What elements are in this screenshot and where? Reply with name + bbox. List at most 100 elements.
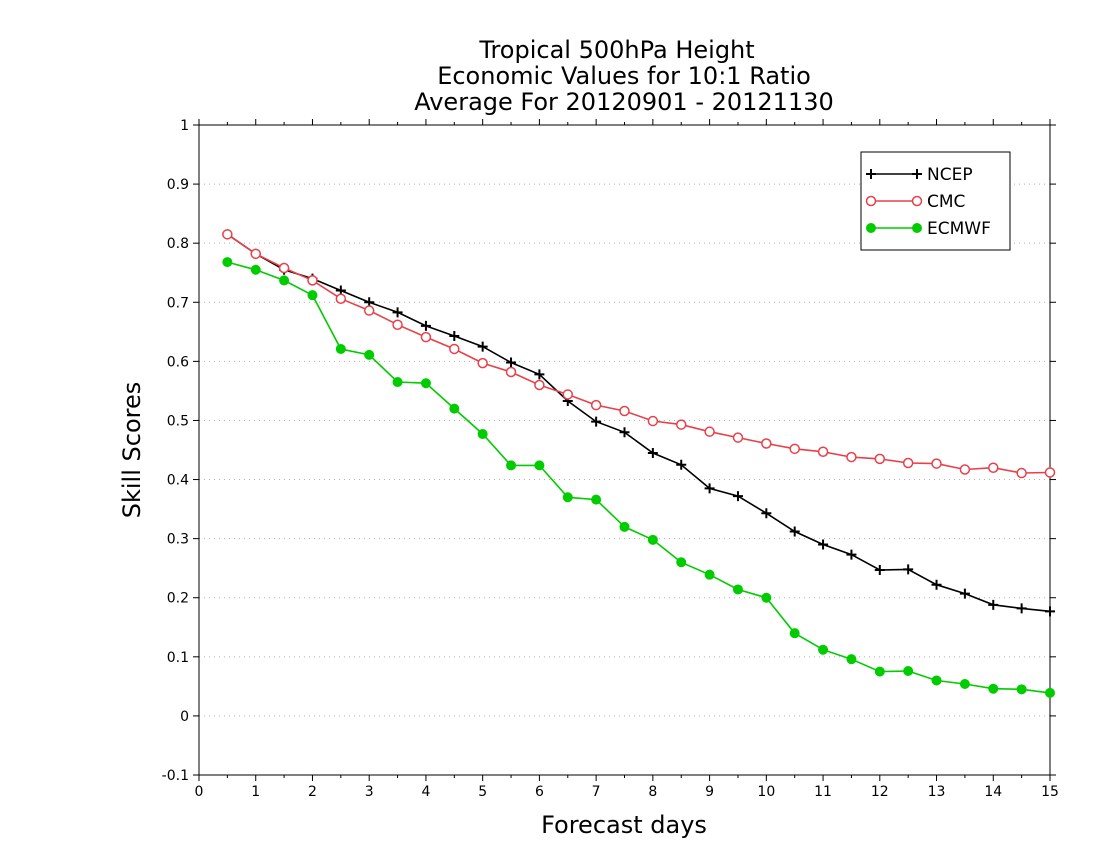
data-point bbox=[931, 458, 942, 469]
data-point bbox=[732, 584, 743, 595]
data-point bbox=[449, 403, 460, 414]
data-point bbox=[449, 343, 460, 355]
y-tick-label: 1 bbox=[180, 118, 189, 134]
chart-title-line-1: Tropical 500hPa Height bbox=[478, 36, 754, 64]
y-tick-label: 0.5 bbox=[167, 413, 189, 429]
data-point bbox=[562, 492, 573, 503]
data-point bbox=[591, 416, 602, 427]
data-point bbox=[591, 494, 602, 505]
data-point bbox=[506, 357, 517, 368]
series-ncep bbox=[222, 229, 1055, 617]
y-tick-label: -0.1 bbox=[162, 768, 189, 784]
data-point bbox=[392, 307, 403, 318]
data-point bbox=[789, 443, 800, 455]
chart-title: Tropical 500hPa Height Economic Values f… bbox=[414, 36, 834, 116]
data-point bbox=[392, 319, 403, 330]
y-tick-label: 0.9 bbox=[167, 177, 189, 193]
data-point bbox=[506, 460, 517, 471]
x-tick-label: 4 bbox=[421, 784, 430, 800]
data-point bbox=[279, 275, 290, 286]
y-tick-label: 0.6 bbox=[167, 354, 189, 370]
series bbox=[222, 229, 1056, 698]
data-point bbox=[590, 399, 602, 411]
data-point bbox=[959, 464, 971, 475]
x-tick-label: 15 bbox=[1041, 784, 1059, 800]
data-point bbox=[250, 248, 261, 260]
data-point bbox=[1016, 684, 1027, 695]
data-point bbox=[931, 579, 942, 590]
data-point bbox=[789, 526, 800, 537]
data-point bbox=[676, 459, 687, 470]
x-tick-label: 1 bbox=[251, 784, 260, 800]
data-point bbox=[846, 654, 857, 665]
data-point bbox=[363, 305, 375, 316]
data-point bbox=[676, 557, 687, 568]
data-point bbox=[704, 483, 715, 494]
y-tick-label: 0.8 bbox=[167, 236, 189, 252]
x-tick-label: 12 bbox=[871, 784, 889, 800]
x-tick-label: 7 bbox=[592, 784, 601, 800]
x-tick-label: 5 bbox=[478, 784, 487, 800]
data-point bbox=[704, 569, 715, 580]
series-line bbox=[226, 233, 1051, 613]
data-point bbox=[902, 457, 914, 469]
series-line bbox=[227, 261, 1051, 694]
data-point bbox=[278, 262, 290, 274]
series-cmc bbox=[222, 229, 1056, 479]
data-point bbox=[732, 432, 744, 443]
data-point bbox=[562, 389, 574, 400]
data-point bbox=[307, 290, 318, 301]
x-tick-label: 13 bbox=[928, 784, 946, 800]
data-point bbox=[959, 679, 970, 689]
axis-ticks: -0.100.10.20.30.40.50.60.70.80.910 1 2 3 4 5 6… bbox=[162, 118, 1059, 800]
y-tick-label: 0.2 bbox=[167, 591, 189, 607]
data-point bbox=[335, 343, 346, 354]
data-point bbox=[307, 275, 318, 286]
legend-entry-cmc: CMC bbox=[865, 192, 965, 212]
data-point bbox=[988, 462, 999, 473]
data-point bbox=[911, 195, 923, 207]
y-tick-label: 0.3 bbox=[167, 532, 189, 548]
data-point bbox=[1016, 603, 1027, 614]
y-tick-label: 0 bbox=[180, 709, 189, 725]
data-point bbox=[1045, 687, 1055, 698]
data-point bbox=[846, 451, 857, 463]
data-point bbox=[704, 426, 715, 437]
x-axis-title: Forecast days bbox=[541, 811, 707, 839]
data-point bbox=[619, 521, 630, 532]
data-point bbox=[874, 666, 885, 677]
x-tick-label: 10 bbox=[757, 784, 775, 800]
data-point bbox=[931, 675, 942, 686]
x-tick-label: 3 bbox=[365, 784, 374, 800]
data-point bbox=[761, 508, 772, 519]
chart-title-line-3: Average For 20120901 - 20121130 bbox=[414, 88, 834, 116]
legend: NCEP CMC ECMWF bbox=[860, 151, 1011, 251]
data-point bbox=[222, 229, 233, 240]
data-point bbox=[534, 379, 545, 391]
data-point bbox=[619, 405, 630, 417]
data-point bbox=[477, 341, 488, 352]
data-point bbox=[761, 592, 772, 603]
data-point bbox=[477, 429, 488, 440]
data-point bbox=[818, 644, 829, 655]
legend-label: NCEP bbox=[927, 165, 973, 185]
legend-entry-ncep: NCEP bbox=[866, 165, 973, 185]
data-point bbox=[865, 195, 877, 207]
series-line bbox=[226, 233, 1051, 474]
data-point bbox=[789, 628, 800, 639]
data-point bbox=[1016, 467, 1027, 479]
y-axis-title: Skill Scores bbox=[118, 382, 146, 519]
series-ecmwf bbox=[222, 257, 1055, 698]
data-point bbox=[534, 460, 545, 471]
data-point bbox=[335, 293, 347, 304]
data-point bbox=[874, 453, 886, 465]
data-point bbox=[534, 369, 545, 380]
data-point bbox=[866, 223, 876, 233]
data-point bbox=[988, 599, 999, 610]
data-point bbox=[818, 539, 829, 550]
data-point bbox=[647, 415, 659, 427]
data-point bbox=[874, 564, 885, 575]
data-point bbox=[817, 446, 829, 458]
data-point bbox=[903, 564, 914, 575]
